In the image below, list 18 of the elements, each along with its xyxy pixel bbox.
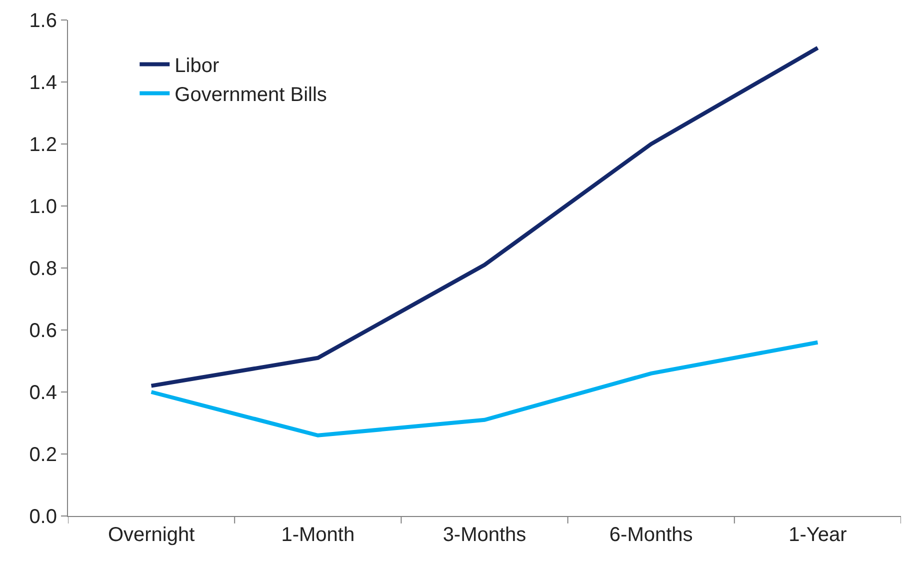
y-tick-label: 1.6 — [29, 10, 57, 32]
y-tick-label: 1.2 — [29, 134, 57, 156]
x-tick-label: 6-Months — [609, 524, 693, 546]
x-tick-label: 3-Months — [442, 524, 526, 546]
legend-label: Libor — [174, 55, 220, 78]
y-tick-label: 0.4 — [29, 382, 57, 404]
line-series — [149, 46, 820, 388]
x-tick-label: 1-Year — [788, 524, 848, 546]
y-tick-label: 0.6 — [29, 320, 57, 342]
y-tick-label: 0.0 — [29, 506, 57, 528]
line-series — [149, 340, 820, 438]
x-tick-label: Overnight — [108, 524, 196, 546]
y-tick-label: 0.2 — [29, 444, 57, 466]
legend-label: Government Bills — [174, 84, 327, 106]
y-tick-label: 0.8 — [29, 258, 57, 280]
y-tick-label: 1.4 — [29, 72, 57, 94]
y-tick-label: 1.0 — [29, 196, 57, 218]
x-tick-label: 1-Month — [281, 524, 355, 546]
